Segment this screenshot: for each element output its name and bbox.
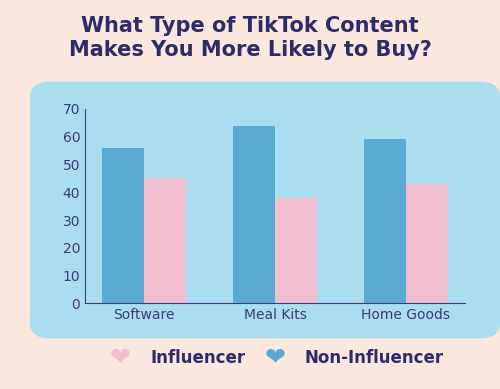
Bar (364, 140, 406, 303)
Text: Non-Influencer: Non-Influencer (305, 349, 444, 367)
Text: What Type of TikTok Content
Makes You More Likely to Buy?: What Type of TikTok Content Makes You Mo… (68, 16, 432, 60)
Text: Influencer: Influencer (150, 349, 245, 367)
Text: ❤: ❤ (264, 346, 285, 370)
Bar (233, 126, 275, 303)
Text: ❤: ❤ (110, 346, 130, 370)
Bar (275, 198, 317, 303)
Bar (102, 148, 144, 303)
Bar (406, 184, 448, 303)
Bar (144, 179, 186, 303)
